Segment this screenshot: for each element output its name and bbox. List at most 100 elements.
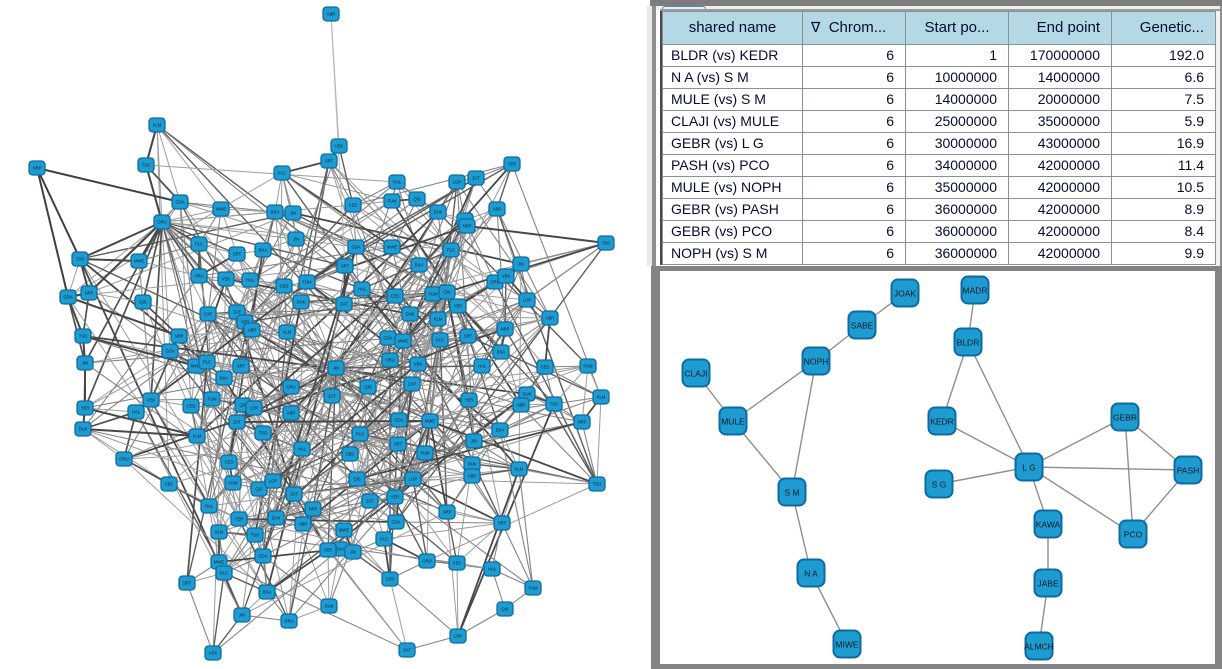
svg-text:ABR: ABR [287,411,296,416]
svg-text:CED: CED [541,365,550,370]
svg-text:LOP: LOP [453,180,462,185]
svg-text:FUM: FUM [207,397,217,402]
svg-text:SABE: SABE [851,321,874,331]
svg-text:PLC: PLC [380,537,388,542]
svg-text:TSO: TSO [602,241,611,246]
svg-text:KEDR: KEDR [930,417,954,427]
svg-text:ZAT: ZAT [366,499,374,504]
svg-text:JIN: JIN [350,550,356,555]
svg-text:PLC: PLC [195,242,203,247]
svg-text:ZAT: ZAT [340,302,348,307]
svg-text:VEK: VEK [222,277,231,282]
svg-text:HAL: HAL [205,504,214,509]
svg-text:SRT: SRT [341,264,350,269]
svg-text:ALMCH: ALMCH [1024,642,1054,652]
svg-text:DUK: DUK [406,312,415,317]
svg-text:HAL: HAL [298,447,307,452]
svg-text:ABR: ABR [248,328,257,333]
svg-text:HAL: HAL [393,180,402,185]
svg-text:HAL: HAL [488,567,497,572]
svg-text:TSO: TSO [550,402,559,407]
svg-text:SRT: SRT [183,581,192,586]
svg-text:ABR: ABR [468,474,477,479]
svg-text:SRT: SRT [394,442,403,447]
svg-text:BXA: BXA [496,428,505,433]
svg-text:S M: S M [784,488,799,498]
svg-text:HAL: HAL [358,287,367,292]
svg-text:PLC: PLC [436,338,444,343]
svg-text:LOP: LOP [454,634,463,639]
svg-text:MWE: MWE [425,419,435,424]
svg-text:VEK: VEK [209,651,218,656]
svg-text:KLM: KLM [434,317,443,322]
svg-text:QIS: QIS [443,290,450,295]
svg-text:MWE: MWE [387,245,397,250]
svg-text:CED: CED [386,577,395,582]
svg-text:GDA: GDA [165,349,174,354]
svg-text:MWE: MWE [191,364,201,369]
svg-text:ORU: ORU [194,274,203,279]
svg-text:ZAT: ZAT [403,648,411,653]
svg-text:KLM: KLM [283,330,292,335]
svg-text:LOP: LOP [204,312,213,317]
svg-text:NRP: NRP [309,507,318,512]
svg-text:BXA: BXA [259,248,268,253]
svg-text:NRP: NRP [463,224,472,229]
svg-text:ORU: ORU [284,619,293,624]
svg-text:DUK: DUK [325,604,334,609]
svg-text:JIN: JIN [82,361,88,366]
svg-text:DUK: DUK [79,427,88,432]
svg-text:FUM: FUM [583,364,593,369]
svg-text:MWE: MWE [134,259,144,264]
svg-text:ORU: ORU [119,457,128,462]
svg-text:DUK: DUK [434,210,443,215]
svg-text:VEK: VEK [502,274,511,279]
svg-text:NOPH: NOPH [804,357,829,367]
svg-text:MADR: MADR [962,286,987,296]
svg-text:CED: CED [225,460,234,465]
svg-text:QIS: QIS [353,477,360,482]
svg-text:MWE: MWE [214,560,224,565]
svg-text:SRT: SRT [237,364,246,369]
svg-text:GDA: GDA [391,520,400,525]
svg-text:JIN: JIN [471,439,477,444]
svg-text:NRP: NRP [443,510,452,515]
svg-text:HAL: HAL [246,278,255,283]
svg-text:VEK: VEK [335,144,344,149]
svg-text:QIS: QIS [364,385,371,390]
svg-text:LOP: LOP [409,477,418,482]
svg-text:PLC: PLC [447,248,455,253]
svg-text:ABR: ABR [517,403,526,408]
svg-text:GEBR: GEBR [1113,413,1137,423]
svg-text:YER: YER [508,162,517,167]
svg-text:GDA: GDA [351,245,360,250]
svg-text:YER: YER [241,320,250,325]
svg-text:SRT: SRT [325,159,334,164]
svg-text:NRP: NRP [501,327,510,332]
svg-text:QIS: QIS [255,487,262,492]
svg-text:HAL: HAL [478,364,487,369]
svg-text:JOAK: JOAK [894,289,917,299]
svg-text:FUM: FUM [420,451,430,456]
svg-text:KLM: KLM [215,530,224,535]
svg-text:VEK: VEK [165,482,174,487]
svg-text:BLDR: BLDR [957,338,980,348]
svg-text:YER: YER [324,548,333,553]
svg-text:KLM: KLM [515,467,524,472]
svg-text:SRT: SRT [498,521,507,526]
svg-text:VEK: VEK [453,561,462,566]
svg-text:BXA: BXA [271,210,280,215]
svg-text:ZAT: ZAT [233,420,241,425]
svg-text:FUM: FUM [428,292,438,297]
svg-text:YER: YER [81,406,90,411]
svg-text:ZAT: ZAT [290,492,298,497]
svg-text:CED: CED [280,284,289,289]
svg-text:QIS: QIS [139,300,146,305]
svg-text:DUK: DUK [523,392,532,397]
svg-text:KLM: KLM [153,123,162,128]
svg-text:ORU: ORU [490,280,499,285]
svg-text:PLC: PLC [278,171,286,176]
svg-text:TSO: TSO [76,257,85,262]
svg-text:BXA: BXA [497,350,506,355]
svg-text:ZAT: ZAT [472,176,480,181]
